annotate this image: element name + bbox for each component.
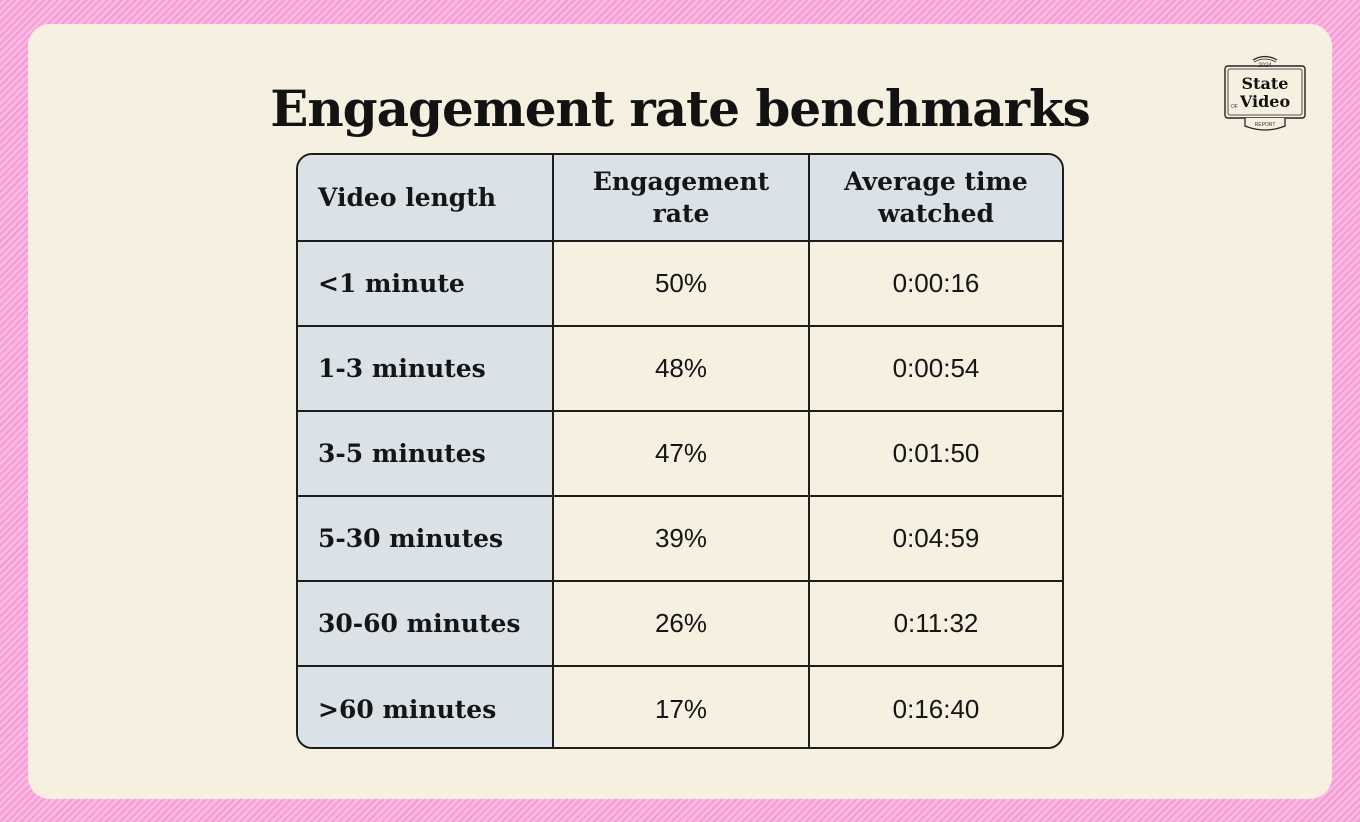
page-title: Engagement rate benchmarks: [270, 79, 1091, 138]
engagement-rate-cell: 39%: [553, 496, 810, 582]
video-length-cell: 5-30 minutes: [298, 496, 554, 582]
engagement-rate-cell: 17%: [553, 666, 810, 747]
table-row: 5-30 minutes 39% 0:04:59: [298, 496, 1062, 582]
average-time-cell: 0:16:40: [809, 666, 1062, 747]
header-average-time-watched: Average time watched: [809, 155, 1062, 242]
logo-badge-icon: [1224, 55, 1306, 131]
video-length-cell: >60 minutes: [298, 666, 554, 747]
engagement-rate-cell: 50%: [553, 241, 810, 327]
table-header-row: Video length Engagement rate Average tim…: [298, 155, 1062, 242]
benchmark-table: Video length Engagement rate Average tim…: [296, 153, 1064, 749]
table-row: >60 minutes 17% 0:16:40: [298, 666, 1062, 747]
engagement-rate-cell: 26%: [553, 581, 810, 667]
engagement-rate-cell: 48%: [553, 326, 810, 412]
video-length-cell: 1-3 minutes: [298, 326, 554, 412]
average-time-cell: 0:11:32: [809, 581, 1062, 667]
video-length-cell: 3-5 minutes: [298, 411, 554, 497]
average-time-cell: 0:00:16: [809, 241, 1062, 327]
average-time-cell: 0:04:59: [809, 496, 1062, 582]
header-video-length: Video length: [298, 155, 554, 242]
table-row: 1-3 minutes 48% 0:00:54: [298, 326, 1062, 412]
table-row: 3-5 minutes 47% 0:01:50: [298, 411, 1062, 497]
logo-video-text: Video: [1239, 92, 1291, 111]
engagement-rate-cell: 47%: [553, 411, 810, 497]
table-row: 30-60 minutes 26% 0:11:32: [298, 581, 1062, 667]
logo-state-text: State: [1241, 74, 1289, 93]
average-time-cell: 0:01:50: [809, 411, 1062, 497]
table-row: <1 minute 50% 0:00:16: [298, 241, 1062, 327]
logo-of-text: OF: [1231, 104, 1238, 110]
logo-year: 2024: [1258, 63, 1272, 69]
header-engagement-rate: Engagement rate: [553, 155, 810, 242]
logo-report-text: REPORT: [1254, 122, 1276, 128]
state-of-video-logo: 2024 State OF Video REPORT: [1223, 52, 1307, 138]
content-card: Engagement rate benchmarks 2024 State OF…: [28, 24, 1332, 799]
video-length-cell: 30-60 minutes: [298, 581, 554, 667]
video-length-cell: <1 minute: [298, 241, 554, 327]
average-time-cell: 0:00:54: [809, 326, 1062, 412]
